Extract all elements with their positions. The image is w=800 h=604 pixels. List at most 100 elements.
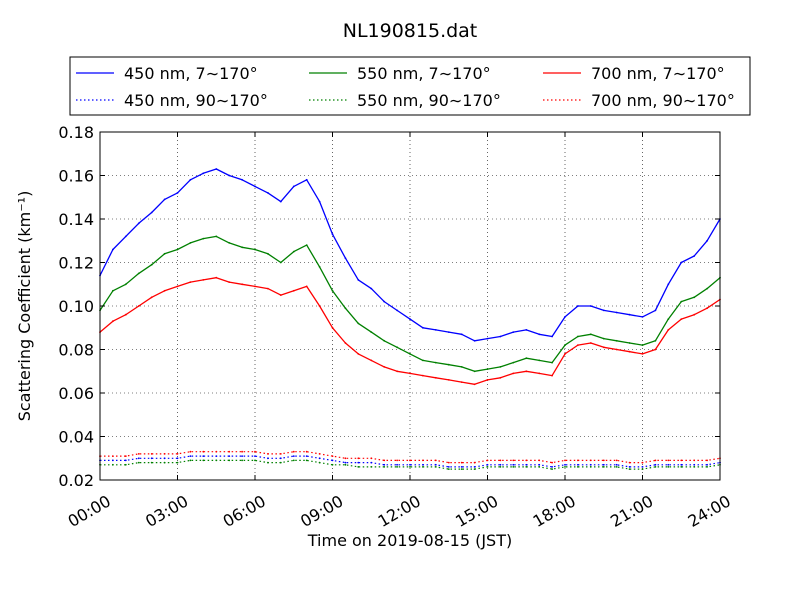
data-point [292,185,295,188]
data-point [292,450,295,453]
data-point [460,466,463,468]
y-tick-label: 0.04 [58,428,94,447]
data-point [499,376,502,379]
data-point [150,461,153,464]
data-point [124,459,127,462]
data-point [422,466,424,468]
data-point [176,461,179,464]
data-point [409,459,411,462]
data-point [305,244,308,247]
data-point [396,463,398,466]
data-point [667,463,670,466]
data-point [615,348,618,351]
data-point [525,466,528,468]
legend-label-5: 700 nm, 90∼170° [591,91,735,110]
data-point [589,463,592,466]
data-point [499,335,502,338]
data-point [641,466,644,468]
data-point [241,283,244,286]
data-point [228,450,231,453]
data-point [641,461,644,464]
data-point [577,344,579,346]
data-point [331,289,334,292]
data-point [693,459,696,462]
data-point [499,366,502,368]
data-point [292,455,295,457]
data-point [357,461,360,464]
data-point [331,455,334,457]
data-point [137,453,140,455]
data-point [460,461,463,464]
data-point [228,455,231,457]
data-point [447,466,450,468]
data-point [396,459,398,462]
data-point [112,455,114,457]
data-point [628,313,631,316]
data-point [292,250,295,253]
data-point [615,463,618,466]
data-point [383,300,386,303]
data-point [486,463,489,466]
data-point [279,457,282,460]
data-point [538,466,541,468]
data-point [422,374,424,377]
data-point [305,285,308,288]
y-tick-label: 0.18 [58,123,94,142]
data-point [137,461,140,464]
data-point [447,461,450,464]
data-point [215,455,218,457]
data-point [279,200,282,203]
data-point [396,309,398,312]
data-point [176,285,179,288]
data-point [228,242,231,244]
data-point [615,339,618,342]
data-point [447,331,450,333]
data-point [693,255,696,257]
data-point [602,309,605,312]
data-point [305,178,308,181]
chart-title: NL190815.dat [343,20,478,42]
data-point [447,468,450,470]
data-point [267,461,269,464]
data-point [383,459,386,462]
data-point [331,459,334,462]
data-point [202,459,205,462]
data-point [254,185,256,188]
data-point [680,300,683,303]
data-point [344,307,347,310]
data-point [215,450,218,453]
data-point [486,459,489,462]
data-point [628,342,631,344]
data-point [525,463,528,466]
data-point [422,326,424,329]
data-point [654,348,657,351]
data-point [241,459,244,462]
data-point [189,450,192,453]
legend-label-2: 550 nm, 7∼170° [357,64,491,83]
data-point [176,457,179,460]
data-point [538,463,541,466]
data-point [499,463,502,466]
data-point [409,372,411,375]
data-point [254,285,256,288]
data-point [693,466,696,468]
data-point [589,459,592,462]
data-point [589,342,592,344]
data-point [267,453,269,455]
data-point [202,279,205,281]
data-point [318,266,321,268]
data-point [473,468,476,470]
data-point [357,322,360,325]
data-point [434,463,437,466]
data-point [473,339,476,342]
data-point [241,455,244,457]
data-point [706,463,708,466]
data-point [512,331,515,333]
data-point [241,246,244,249]
data-point [486,337,489,340]
data-point [305,455,308,457]
data-point [267,192,269,194]
data-point [370,331,373,333]
data-point [551,468,553,470]
